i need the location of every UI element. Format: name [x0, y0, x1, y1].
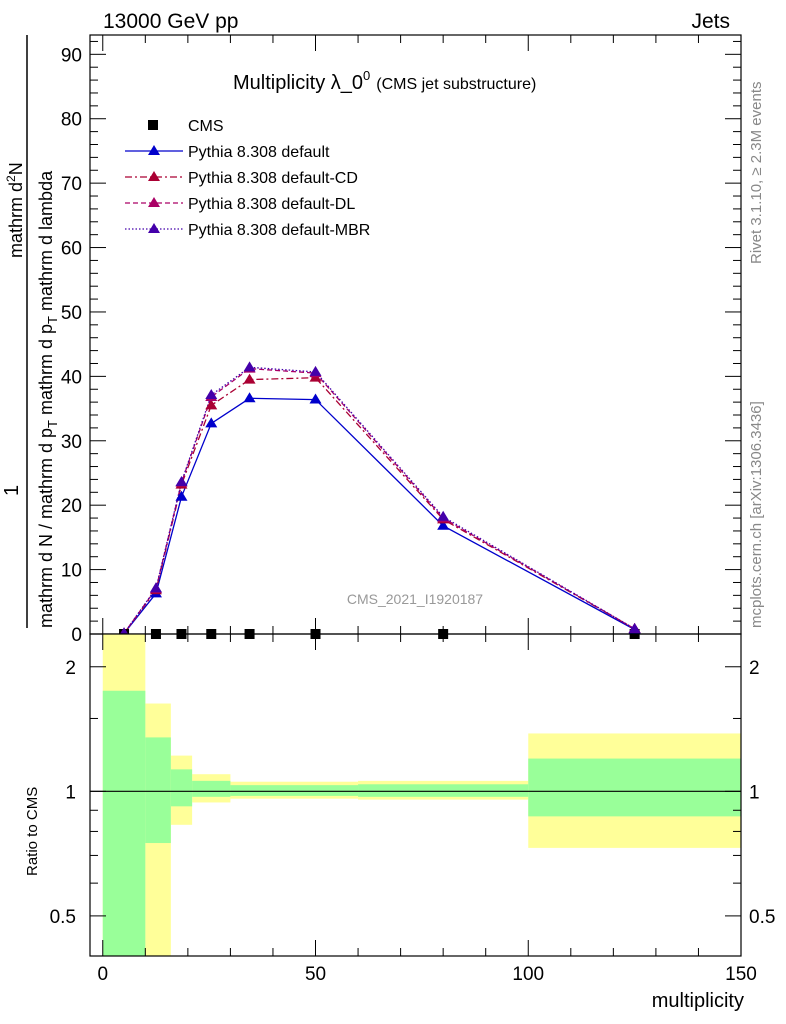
ratio-frame	[89, 633, 742, 957]
top-y-tick-label: 0	[71, 625, 82, 646]
x-tick-label: 50	[305, 964, 326, 985]
top-y-tick-label: 50	[61, 303, 82, 324]
ylabel-denominator: mathrm d N / mathrm d pT mathrm d pT mat…	[36, 170, 60, 628]
series-4-point	[309, 365, 322, 376]
ratio-inner-band	[192, 780, 231, 797]
rivet-label: Rivet 3.1.10, ≥ 2.3M events	[748, 82, 765, 265]
ratio-inner-band	[170, 769, 193, 807]
series-4-point	[628, 622, 641, 633]
series-4-point	[175, 475, 188, 486]
top-y-tick-label: 30	[61, 432, 82, 453]
ylabel-numerator: 1	[1, 485, 23, 496]
top-y-tick-label: 60	[61, 239, 82, 260]
legend-label-4: Pythia 8.308 default-MBR	[188, 222, 370, 239]
header-energy: 13000 GeV pp	[103, 10, 238, 33]
main-plot-panel: 0 10 20 30 40 50 60 70 80 90	[61, 34, 742, 646]
x-tick-label: 0	[97, 964, 108, 985]
ratio-plot-panel: 0.5 0.5 1 1 2 2 0 50 100 150	[50, 633, 775, 985]
top-y-axis-label: 1 mathrm d N / mathrm d pT mathrm d pT m…	[1, 35, 60, 628]
mcplots-label: mcplots.cern.ch [arXiv:1306.3436]	[748, 401, 765, 628]
series-line-2	[123, 377, 635, 634]
ratio-y-tick-label-right: 1	[749, 782, 760, 803]
ratio-inner-band	[528, 758, 741, 817]
series-4-point	[149, 582, 162, 593]
series-2-point	[205, 399, 218, 410]
series-line-1	[123, 397, 635, 634]
plot-title: Multiplicity λ_00(CMS jet substructure)	[233, 68, 536, 94]
header-jets: Jets	[691, 10, 730, 33]
legend-marker-cms	[148, 120, 158, 130]
ratio-y-tick-label: 2	[65, 658, 76, 679]
x-tick-label: 100	[512, 964, 544, 985]
ratio-y-tick-label-right: 0.5	[749, 907, 775, 928]
legend: CMS Pythia 8.308 default Pythia 8.308 defa…	[125, 118, 370, 239]
top-y-tick-label: 10	[61, 561, 82, 582]
ratio-y-tick-label-right: 2	[749, 658, 760, 679]
x-tick-label: 150	[725, 964, 757, 985]
top-y-tick-label: 40	[61, 367, 82, 388]
series-1-point	[175, 490, 188, 501]
ylabel-top: mathrm d2N	[4, 162, 26, 258]
series-2-point	[243, 373, 256, 384]
ratio-y-label: Ratio to CMS	[24, 787, 41, 876]
x-axis-label: multiplicity	[652, 990, 744, 1012]
legend-label-3: Pythia 8.308 default-DL	[188, 196, 355, 213]
ratio-y-tick-label: 1	[65, 782, 76, 803]
top-y-tick-label: 90	[61, 45, 82, 66]
series-4-point	[243, 361, 256, 372]
series-1-point	[437, 519, 450, 530]
ratio-inner-band	[358, 784, 529, 797]
series-1-point	[243, 392, 256, 403]
legend-label-0: CMS	[188, 118, 224, 135]
legend-marker-4	[148, 223, 160, 233]
series-line-3	[123, 367, 635, 634]
top-y-tick-label: 80	[61, 110, 82, 131]
series-4-point	[205, 389, 218, 400]
ratio-inner-band	[230, 785, 359, 796]
legend-label-2: Pythia 8.308 default-CD	[188, 170, 358, 187]
ratio-inner-band	[145, 737, 171, 844]
ratio-y-tick-label: 0.5	[50, 907, 76, 928]
series-line-4	[123, 366, 635, 634]
legend-marker-2	[148, 171, 160, 181]
top-y-tick-label: 20	[61, 496, 82, 517]
watermark: CMS_2021_I1920187	[347, 591, 483, 607]
legend-marker-1	[148, 145, 160, 155]
legend-marker-3	[148, 197, 160, 207]
series-1-point	[309, 393, 322, 404]
top-y-tick-label: 70	[61, 174, 82, 195]
legend-label-1: Pythia 8.308 default	[188, 144, 330, 161]
ratio-inner-band	[102, 690, 146, 956]
series-1-point	[205, 417, 218, 428]
series-4-point	[437, 510, 450, 521]
